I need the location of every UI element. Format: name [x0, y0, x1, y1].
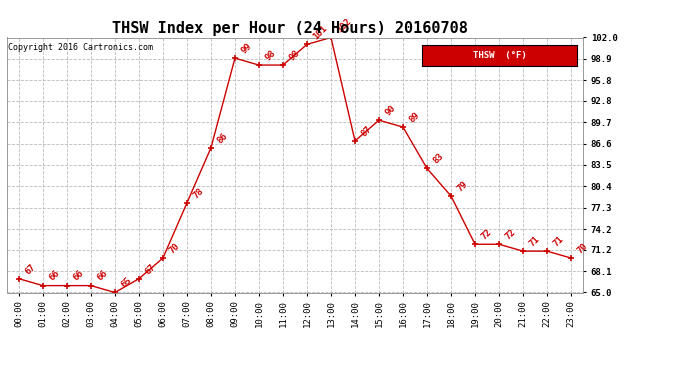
Text: 89: 89 — [407, 110, 421, 125]
Text: 83: 83 — [431, 152, 445, 166]
Text: 71: 71 — [551, 234, 565, 248]
Text: 67: 67 — [23, 262, 37, 276]
Text: 99: 99 — [239, 41, 253, 56]
Text: 66: 66 — [95, 269, 109, 283]
Text: 67: 67 — [143, 262, 157, 276]
Text: 102: 102 — [335, 17, 353, 35]
Text: 101: 101 — [311, 24, 329, 42]
Text: 98: 98 — [287, 48, 301, 62]
Text: 65: 65 — [119, 276, 133, 290]
Text: THSW Index per Hour (24 Hours) 20160708: THSW Index per Hour (24 Hours) 20160708 — [112, 21, 468, 36]
Text: Copyright 2016 Cartronics.com: Copyright 2016 Cartronics.com — [8, 43, 153, 52]
Text: 72: 72 — [503, 228, 518, 242]
Text: 78: 78 — [191, 186, 205, 200]
Text: 72: 72 — [479, 228, 493, 242]
Text: 98: 98 — [263, 48, 277, 62]
Text: 70: 70 — [575, 241, 589, 255]
Text: 66: 66 — [47, 269, 61, 283]
Text: 79: 79 — [455, 179, 469, 193]
Text: 71: 71 — [527, 234, 541, 248]
Text: 90: 90 — [383, 104, 397, 117]
Text: 86: 86 — [215, 131, 229, 145]
Text: 66: 66 — [71, 269, 85, 283]
Text: 87: 87 — [359, 124, 373, 138]
Text: 70: 70 — [167, 241, 181, 255]
